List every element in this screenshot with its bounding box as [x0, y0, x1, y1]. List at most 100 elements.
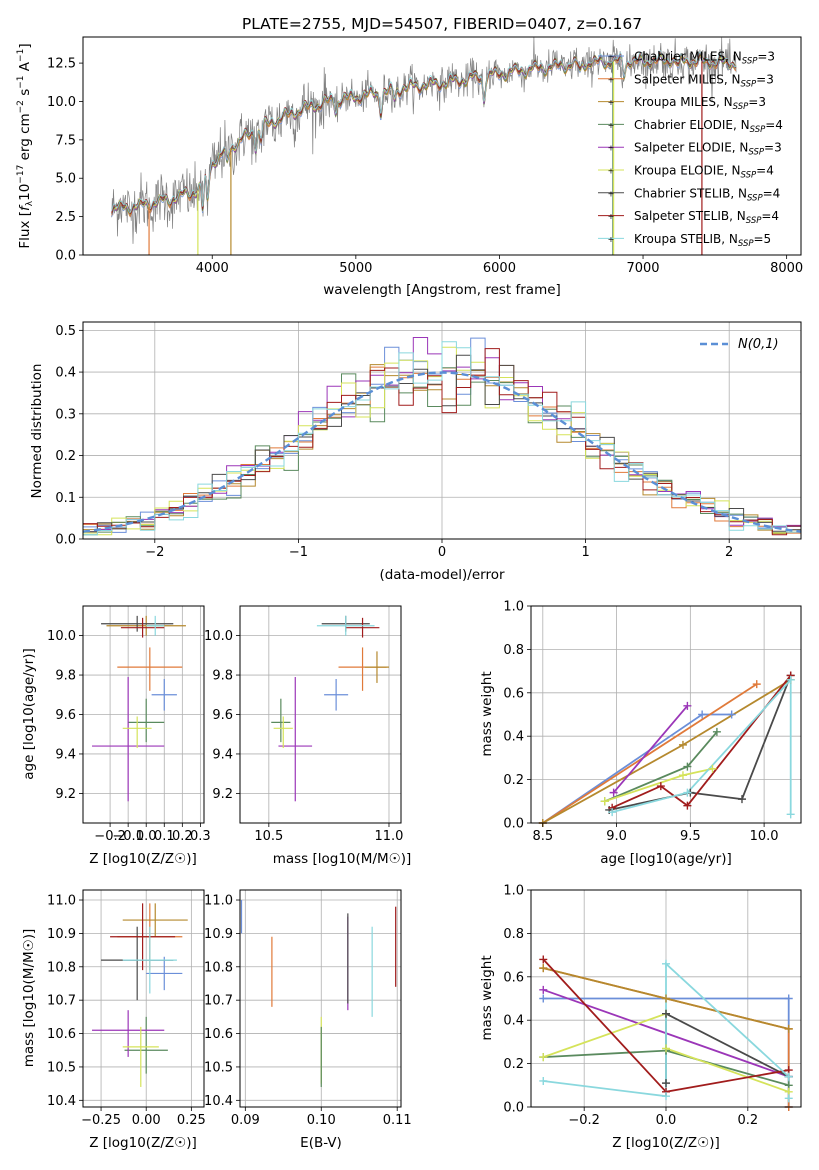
y-tick-label: 10.8: [204, 960, 233, 975]
massweight-vs-Z-axes: −0.2 0.0 0.2 0.0 0.2 0.4 0.6 0.8 1.0: [503, 884, 802, 1129]
massweight-vs-age-axes: 8.5 9.0 9.5 10.0 0.0 0.2 0.4 0.6 0.8 1.0: [503, 600, 802, 844]
y-tick-label: 0.4: [55, 366, 76, 381]
y-tick-label: 10.0: [47, 629, 76, 644]
y-tick-label: 0.6: [503, 686, 524, 701]
legend-marker: +: [608, 235, 615, 244]
y-tick-label: 9.6: [212, 708, 233, 723]
x-tick-label: 0: [438, 545, 446, 560]
residual-hist-axes: −2 −1 0 1 2 0.0 0.1 0.2 0.3 0.4 0.5: [55, 321, 802, 560]
massweight-vs-age-plot-area: [542, 674, 792, 823]
y-tick-label: 9.8: [55, 669, 76, 684]
y-tick-label: 10.7: [47, 994, 76, 1009]
legend-label: Chabrier STELIB, NSSP=4: [634, 186, 780, 203]
plus-marker: [539, 1076, 548, 1085]
mass-vs-ebv-frame: [239, 889, 402, 1108]
massweight-vs-age-ylabel: mass weight: [479, 671, 495, 756]
x-tick-label: 9.5: [680, 829, 701, 844]
massweight-vs-Z-ylabel: mass weight: [479, 955, 495, 1040]
y-tick-label: 11.0: [47, 894, 76, 909]
plus-marker: [683, 788, 692, 797]
plus-marker: [662, 1092, 670, 1101]
legend-marker: +: [608, 121, 615, 130]
mass-vs-Z-xlabel: Z [log10(Z/Z☉)]: [89, 1135, 197, 1151]
x-tick-label: 2: [725, 545, 733, 560]
y-tick-label: 7.5: [55, 133, 76, 148]
massweight-vs-Z-xlabel: Z [log10(Z/Z☉)]: [612, 1135, 720, 1151]
y-tick-label: 10.0: [204, 629, 233, 644]
x-tick-label: −0.1: [112, 829, 144, 844]
mass-weight-line: [542, 683, 758, 823]
age-vs-Z-grid: [83, 606, 204, 823]
legend-label: Chabrier ELODIE, NSSP=4: [634, 118, 783, 135]
age-vs-mass-plot-area: [271, 615, 389, 802]
y-tick-label: 9.2: [55, 787, 76, 802]
y-tick-label: 9.6: [55, 708, 76, 723]
y-tick-label: 1.0: [503, 884, 524, 899]
x-tick-label: 0.25: [177, 1113, 206, 1128]
legend-label: Kroupa STELIB, NSSP=5: [634, 232, 771, 249]
x-tick-label: 10.5: [254, 829, 283, 844]
y-tick-label: 12.5: [47, 57, 76, 72]
plus-marker: [662, 1079, 670, 1088]
y-tick-label: 0.8: [503, 643, 524, 658]
y-tick-label: 10.6: [204, 1027, 233, 1042]
massweight-vs-Z-ticks: −0.2 0.0 0.2 0.0 0.2 0.4 0.6 0.8 1.0: [503, 884, 758, 1129]
y-tick-label: 10.9: [204, 927, 233, 942]
age-vs-mass-ticks: 10.5 11.0 9.2 9.4 9.6 9.8 10.0: [204, 629, 403, 844]
y-tick-label: 0.0: [503, 817, 524, 832]
hist-legend: N(0,1): [700, 337, 779, 352]
y-tick-label: 0.0: [55, 249, 76, 264]
mass-weight-line: [609, 675, 792, 811]
plus-marker: [609, 788, 618, 797]
mass-vs-ebv-xlabel: E(B-V): [300, 1135, 342, 1151]
spectrum-axes: 4000 5000 6000 7000 8000 0.0 2.5 5.0 7.5 10.0 12.5: [47, 36, 803, 276]
plus-marker: [784, 1072, 793, 1081]
age-vs-mass-axes: 10.5 11.0 9.2 9.4 9.6 9.8 10.0: [204, 605, 403, 844]
y-tick-label: 10.4: [204, 1094, 233, 1109]
y-tick-label: 0.8: [503, 927, 524, 942]
x-tick-label: −0.2: [568, 1113, 600, 1128]
legend-label: Kroupa ELODIE, NSSP=4: [634, 164, 774, 181]
plus-marker: [683, 801, 692, 810]
plus-marker: [712, 727, 721, 736]
y-tick-label: 0.6: [503, 970, 524, 985]
spectrum-model-line: [111, 50, 737, 213]
plus-marker: [662, 994, 670, 1003]
age-vs-mass-grid: [240, 606, 401, 823]
y-tick-label: 1.0: [503, 600, 524, 615]
plus-marker: [786, 675, 795, 684]
legend-marker: +: [608, 98, 615, 107]
legend-label: Salpeter STELIB, NSSP=4: [634, 209, 779, 226]
mass-weight-line: [612, 705, 689, 794]
age-vs-Z-plot-area: [92, 615, 186, 802]
y-tick-label: 10.0: [47, 95, 76, 110]
x-tick-label: 11.0: [375, 829, 404, 844]
y-tick-label: 0.4: [503, 730, 524, 745]
mass-vs-Z-frame: [82, 889, 205, 1108]
x-tick-label: 0.2: [737, 1113, 758, 1128]
y-tick-label: 2.5: [55, 210, 76, 225]
x-tick-label: 0.00: [132, 1113, 161, 1128]
x-tick-label: 10.0: [750, 829, 779, 844]
age-vs-Z-ticks: −0.2−0.10.00.10.20.3 9.2 9.4 9.6 9.8 10.0: [47, 629, 211, 844]
x-tick-label: −1: [289, 545, 308, 560]
spectrum-data-line: [111, 37, 737, 244]
spectrum-legend: + Chabrier MILES, NSSP=3 + Salpeter MILES, …: [598, 50, 783, 249]
legend-marker: +: [608, 53, 615, 62]
y-tick-label: 0.0: [55, 533, 76, 548]
x-tick-label: 0.10: [307, 1113, 336, 1128]
spectrum-plot-area: [111, 37, 737, 255]
y-tick-label: 0.2: [55, 449, 76, 464]
y-tick-label: 10.9: [47, 927, 76, 942]
plus-marker: [698, 710, 707, 719]
x-tick-label: 6000: [483, 261, 516, 276]
figure-title: PLATE=2755, MJD=54507, FIBERID=0407, z=0…: [242, 15, 642, 33]
mass-vs-Z-grid: [83, 890, 204, 1107]
x-tick-label: −0.2: [94, 829, 126, 844]
plus-marker: [708, 764, 717, 773]
x-tick-label: 0.09: [231, 1113, 260, 1128]
residual-hist-plot-area: [83, 337, 801, 536]
x-tick-label: 9.0: [606, 829, 627, 844]
legend-marker: +: [608, 189, 615, 198]
